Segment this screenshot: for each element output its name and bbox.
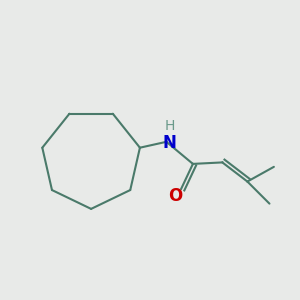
Text: N: N	[162, 134, 176, 152]
Text: O: O	[168, 187, 182, 205]
Text: H: H	[165, 118, 175, 133]
